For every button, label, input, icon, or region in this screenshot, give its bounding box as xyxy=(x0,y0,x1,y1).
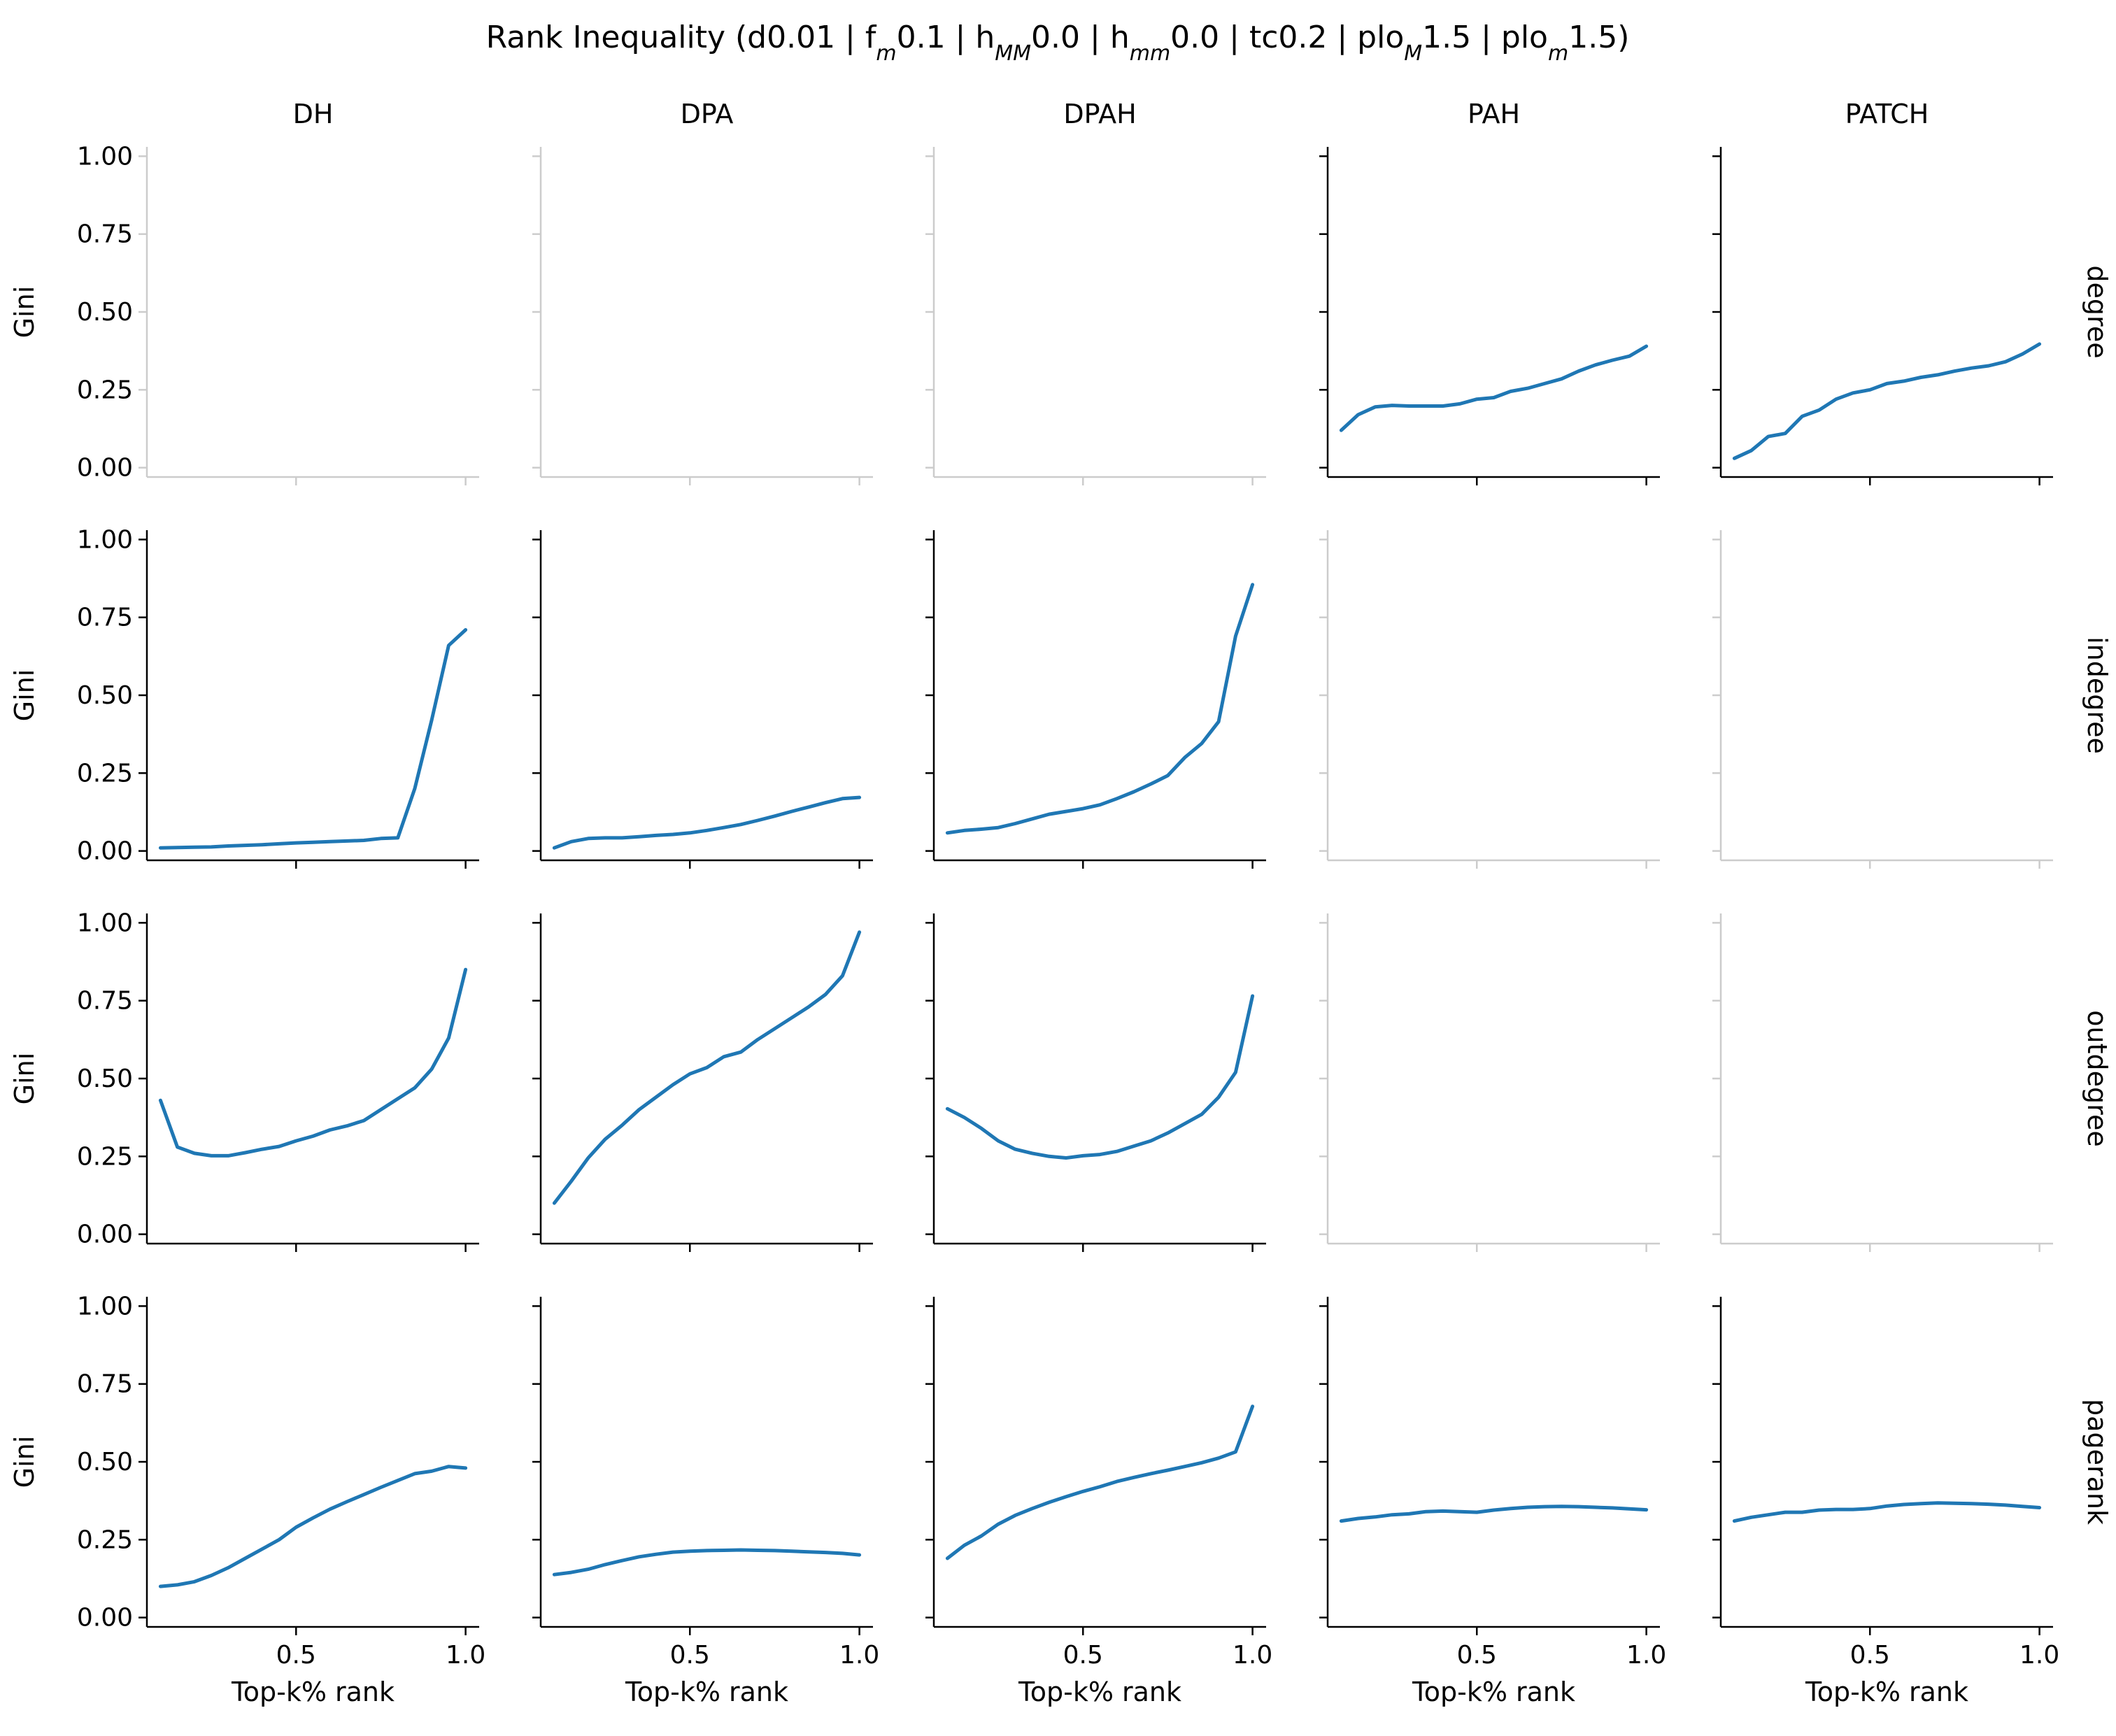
panel-pagerank-patch: 0.5 1.0 pagerank Top-k% rank xyxy=(1712,1297,2113,1707)
y-tick-label: 0.50 xyxy=(77,1065,133,1093)
panel-grid: 0.00 0.25 0.50 0.75 1.00 DH Gini DPA DPAH PAH PATC… xyxy=(9,99,2113,1707)
y-tick-label: 0.25 xyxy=(77,759,133,788)
panel-outdegree-dpah xyxy=(925,913,1266,1252)
panel-outdegree-dpa xyxy=(532,913,873,1252)
series-line-pagerank-pah xyxy=(1339,1504,1649,1523)
series-line-indegree-dh xyxy=(158,628,468,850)
series-line-degree-pah xyxy=(1339,344,1649,432)
series-line-pagerank-dh xyxy=(158,1465,468,1588)
series-line-pagerank-dpah xyxy=(945,1404,1255,1560)
panel-degree-dpah: DPAH xyxy=(925,99,1266,485)
row-label-pagerank: pagerank xyxy=(2082,1399,2113,1525)
y-tick-label: 0.75 xyxy=(77,1370,133,1399)
y-tick-label: 0.50 xyxy=(77,1448,133,1477)
panel-indegree-pah xyxy=(1319,530,1660,869)
x-tick-label: 0.5 xyxy=(1063,1641,1103,1670)
x-tick-label: 1.0 xyxy=(839,1641,879,1670)
x-axis-label: Top-k% rank xyxy=(625,1677,788,1707)
x-tick-label: 0.5 xyxy=(276,1641,316,1670)
panel-indegree-dpa xyxy=(532,530,873,869)
y-tick-label: 0.75 xyxy=(77,220,133,249)
x-axis-label: Top-k% rank xyxy=(1412,1677,1575,1707)
y-tick-label: 0.00 xyxy=(77,454,133,483)
figure-title: Rank Inequality (d0.01 | fm0.1 | hMM0.0 … xyxy=(486,20,1630,66)
x-axis-label: Top-k% rank xyxy=(1805,1677,1968,1707)
panel-pagerank-dpa: 0.5 1.0 Top-k% rank xyxy=(532,1297,879,1707)
series-line-outdegree-dpa xyxy=(552,930,862,1205)
x-tick-label: 0.5 xyxy=(1457,1641,1497,1670)
y-tick-label: 0.25 xyxy=(77,1525,133,1554)
column-title-dpah: DPAH xyxy=(1063,99,1136,129)
y-axis-label: Gini xyxy=(9,669,40,722)
y-tick-label: 0.25 xyxy=(77,376,133,404)
y-tick-label: 0.00 xyxy=(77,837,133,866)
column-title-dh: DH xyxy=(293,99,334,129)
series-line-degree-patch xyxy=(1732,342,2042,460)
series-line-outdegree-dpah xyxy=(945,994,1255,1160)
x-tick-label: 1.0 xyxy=(1626,1641,1666,1670)
x-tick-label: 0.5 xyxy=(1850,1641,1890,1670)
y-tick-label: 0.00 xyxy=(77,1604,133,1632)
y-tick-label: 1.00 xyxy=(77,525,133,554)
row-label-outdegree: outdegree xyxy=(2082,1010,2113,1146)
panel-indegree-dpah xyxy=(925,530,1266,869)
y-tick-label: 0.50 xyxy=(77,298,133,327)
panel-outdegree-pah xyxy=(1319,913,1660,1252)
panel-degree-dpa: DPA xyxy=(532,99,873,485)
series-line-pagerank-patch xyxy=(1732,1501,2042,1523)
x-axis-label: Top-k% rank xyxy=(231,1677,395,1707)
panel-degree-patch: PATCH degree xyxy=(1712,99,2113,485)
y-axis-label: Gini xyxy=(9,1436,40,1488)
panel-pagerank-dh: 0.00 0.25 0.50 0.75 1.00 0.5 1.0 Gini Top-k% ran… xyxy=(9,1292,485,1707)
y-tick-label: 0.75 xyxy=(77,604,133,632)
column-title-dpa: DPA xyxy=(681,99,734,129)
row-label-degree: degree xyxy=(2082,265,2113,358)
x-tick-label: 1.0 xyxy=(1233,1641,1272,1670)
panel-indegree-patch: indegree xyxy=(1712,530,2113,869)
y-tick-label: 0.50 xyxy=(77,681,133,710)
x-tick-label: 1.0 xyxy=(2019,1641,2059,1670)
series-line-indegree-dpah xyxy=(945,583,1255,835)
panel-outdegree-dh: 0.00 0.25 0.50 0.75 1.00 Gini xyxy=(9,909,479,1252)
row-label-indegree: indegree xyxy=(2082,636,2113,754)
panel-outdegree-patch: outdegree xyxy=(1712,913,2113,1252)
y-tick-label: 0.75 xyxy=(77,987,133,1016)
panel-pagerank-dpah: 0.5 1.0 Top-k% rank xyxy=(925,1297,1272,1707)
series-line-outdegree-dh xyxy=(158,967,468,1158)
y-axis-label: Gini xyxy=(9,1053,40,1105)
x-tick-label: 0.5 xyxy=(670,1641,710,1670)
panel-degree-dh: 0.00 0.25 0.50 0.75 1.00 DH Gini xyxy=(9,99,479,485)
column-title-pah: PAH xyxy=(1468,99,1520,129)
y-tick-label: 1.00 xyxy=(77,142,133,171)
x-tick-label: 1.0 xyxy=(446,1641,485,1670)
x-axis-label: Top-k% rank xyxy=(1018,1677,1181,1707)
y-tick-label: 1.00 xyxy=(77,1292,133,1321)
y-axis-label: Gini xyxy=(9,286,40,339)
y-tick-label: 1.00 xyxy=(77,909,133,937)
series-line-pagerank-dpa xyxy=(552,1548,862,1577)
series-line-indegree-dpa xyxy=(552,795,862,850)
y-tick-label: 0.00 xyxy=(77,1221,133,1249)
y-tick-label: 0.25 xyxy=(77,1142,133,1171)
column-title-patch: PATCH xyxy=(1845,99,1929,129)
panel-degree-pah: PAH xyxy=(1319,99,1660,485)
panel-pagerank-pah: 0.5 1.0 Top-k% rank xyxy=(1319,1297,1666,1707)
panel-indegree-dh: 0.00 0.25 0.50 0.75 1.00 Gini xyxy=(9,525,479,869)
